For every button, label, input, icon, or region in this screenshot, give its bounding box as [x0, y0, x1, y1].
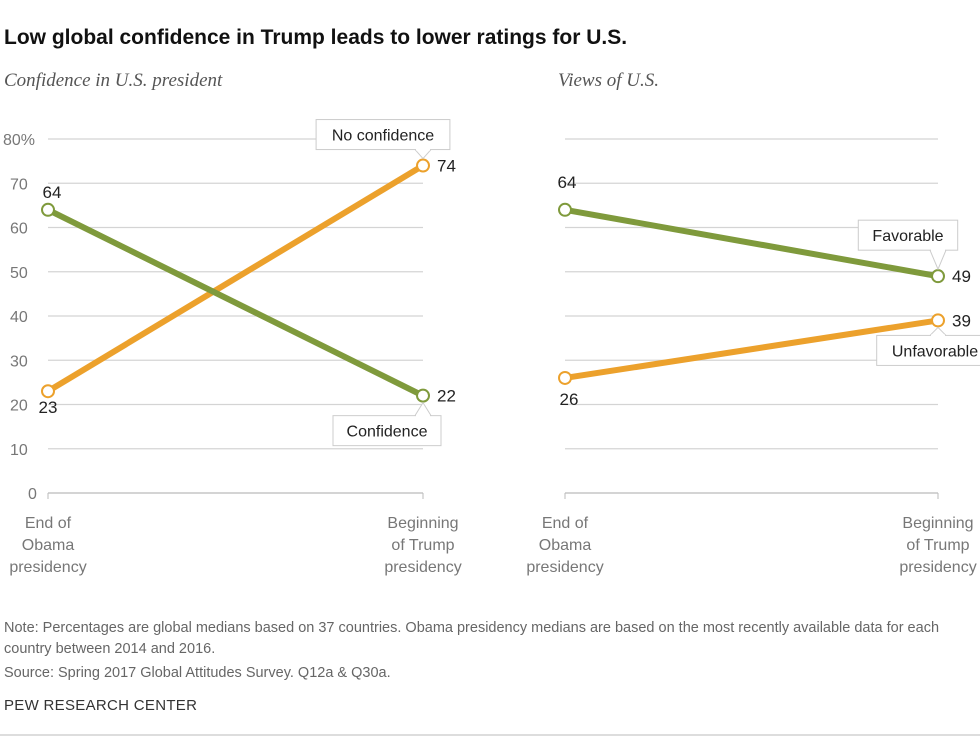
series-line-unfavorable	[564, 317, 939, 381]
data-point	[416, 388, 430, 403]
y-tick-label: 10	[10, 442, 28, 459]
y-tick-label: 20	[10, 398, 28, 415]
bottom-rule	[0, 734, 980, 736]
data-point	[558, 370, 572, 385]
data-label: 64	[558, 173, 577, 192]
y-tick-label: 60	[10, 221, 28, 238]
data-point	[41, 202, 55, 217]
callout-pointer	[929, 326, 947, 336]
data-point	[558, 202, 572, 217]
callout-pointer	[414, 401, 432, 416]
series-name-box	[332, 415, 442, 447]
data-label: 49	[952, 267, 971, 286]
y-tick-label: 50	[10, 265, 28, 282]
data-point	[416, 158, 430, 173]
y-tick-label: 0	[28, 486, 37, 503]
x-category-label: End of Obama presidency	[526, 515, 603, 576]
x-category-label: Beginning of Trump presidency	[899, 515, 976, 576]
source-text: Source: Spring 2017 Global Attitudes Sur…	[4, 665, 391, 681]
data-label: 23	[39, 398, 58, 417]
x-category-label: End of Obama presidency	[9, 515, 86, 576]
data-label: 26	[560, 390, 579, 409]
y-tick-label: 30	[10, 353, 28, 370]
x-category-label: Beginning of Trump presidency	[384, 515, 461, 576]
series-name-label: No confidence	[332, 128, 434, 145]
y-tick-label: 70	[10, 176, 28, 193]
series-line-no-confidence	[46, 162, 425, 394]
callout-pointer	[929, 249, 947, 271]
series-name-label: Unfavorable	[892, 343, 978, 360]
note-text: Note: Percentages are global medians bas…	[4, 620, 940, 657]
series-name-label: Favorable	[872, 228, 943, 245]
footer-brand: PEW RESEARCH CENTER	[4, 697, 198, 714]
left-chart-subtitle: Confidence in U.S. president	[4, 70, 223, 91]
charts-svg: 0 10 20 30 40 50 60 70 80% End of Obama presidency B…	[3, 119, 980, 576]
series-name-box	[857, 219, 959, 251]
data-point	[41, 384, 55, 399]
series-line-favorable	[564, 206, 939, 280]
data-label: 22	[437, 387, 456, 406]
y-tick-label: 80%	[3, 132, 35, 149]
right-chart-subtitle: Views of U.S.	[558, 70, 659, 91]
data-point	[931, 313, 945, 328]
series-name-box	[315, 119, 451, 151]
data-label: 39	[952, 311, 971, 330]
chart-title: Low global confidence in Trump leads to …	[4, 26, 628, 49]
series-name-label: Confidence	[347, 424, 428, 441]
data-point	[931, 269, 945, 284]
callout-pointer	[414, 149, 432, 160]
series-line-confidence	[46, 207, 425, 399]
data-label: 64	[43, 183, 62, 202]
data-label: 74	[437, 157, 456, 176]
y-tick-label: 40	[10, 309, 28, 326]
